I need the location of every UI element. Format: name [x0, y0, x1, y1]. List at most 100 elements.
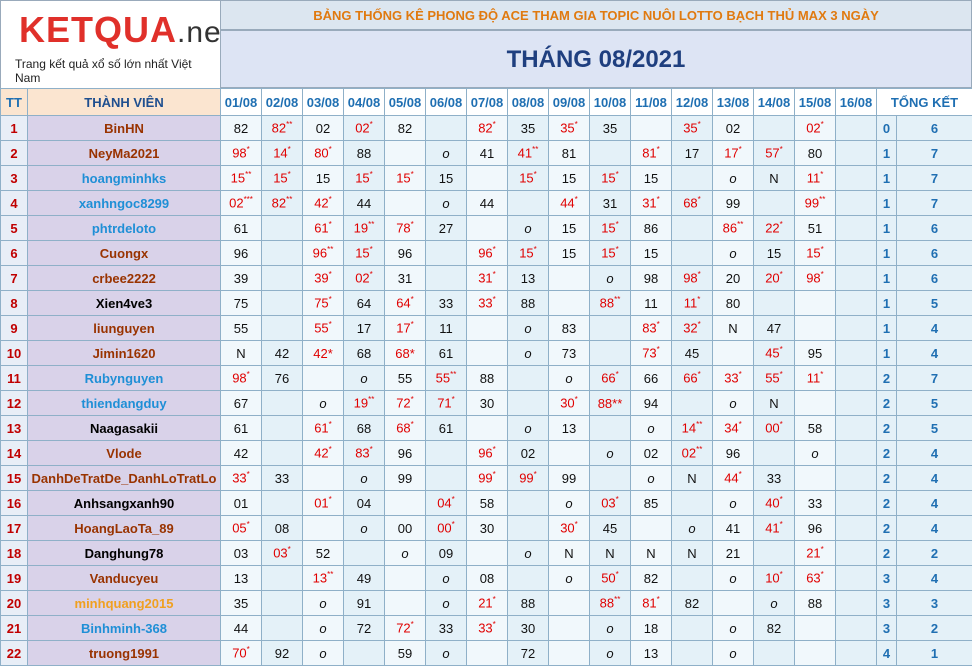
cell-text: 33 [766, 470, 782, 486]
row-number: 15 [0, 465, 28, 491]
day-cell: 86 [630, 215, 672, 241]
cell-text: 85 [643, 495, 659, 511]
total-cell: 4 [895, 565, 972, 591]
cell-number: 33 [232, 470, 247, 486]
cell-number: 15 [806, 245, 821, 261]
day-cell: 55* [753, 365, 795, 391]
cell-mark: * [369, 270, 373, 280]
day-cell: 85 [630, 490, 672, 516]
date-header: 06/08 [425, 88, 467, 116]
day-cell: 99* [507, 465, 549, 491]
cell-text: 04 [356, 495, 372, 511]
cell-number: 33 [478, 620, 493, 636]
day-cell [384, 140, 426, 166]
cell-number: 11 [806, 370, 821, 386]
cell-text: o [360, 370, 368, 386]
day-cell [753, 115, 795, 141]
day-cell: 88 [343, 140, 385, 166]
cell-text: 96 [397, 445, 413, 461]
day-cell: 72 [507, 640, 549, 666]
cell-text: 11 [644, 295, 658, 311]
member-row: 4 xanhngoc8299 02*** 82** 42* 44 o 44 44* 31 31* 68… [0, 190, 972, 216]
total-cell: 3 [876, 615, 897, 641]
day-cell [794, 390, 836, 416]
day-cell: 17 [343, 315, 385, 341]
cell-number: 81 [642, 145, 657, 161]
cell-text: 02 [520, 445, 536, 461]
day-cell: 99* [466, 465, 508, 491]
cell-number: 19 [353, 395, 369, 411]
total-cell: 1 [876, 240, 897, 266]
cell-mark: * [697, 320, 701, 330]
cell-text: 61 [438, 420, 454, 436]
day-cell [466, 640, 508, 666]
day-cell: 02*** [220, 190, 262, 216]
day-cell: 39* [302, 265, 344, 291]
cell-mark: * [615, 370, 619, 380]
total-cell: 5 [895, 290, 972, 316]
day-cell: 55* [302, 315, 344, 341]
day-cell [794, 640, 836, 666]
day-cell: 92 [261, 640, 303, 666]
member-name: xanhngoc8299 [27, 190, 221, 216]
cell-text: N [769, 170, 779, 186]
day-cell: 78* [384, 215, 426, 241]
cell-number: 70 [232, 645, 247, 661]
day-cell [548, 265, 590, 291]
date-header: 01/08 [220, 88, 262, 116]
total-cell: 4 [895, 340, 972, 366]
cell-number: 15 [273, 170, 288, 186]
cell-number: 14 [273, 145, 288, 161]
cell-number: 17 [724, 145, 739, 161]
total-cell: 1 [876, 215, 897, 241]
cell-text: N [687, 470, 697, 486]
day-cell: o [425, 140, 467, 166]
member-name: Danghung78 [27, 540, 221, 566]
day-cell: 30 [507, 615, 549, 641]
day-cell [261, 215, 303, 241]
cell-number: 40 [765, 495, 780, 511]
cell-text: o [729, 645, 737, 661]
cell-text: 96 [397, 245, 413, 261]
day-cell: 13 [220, 565, 262, 591]
member-name: Cuongx [27, 240, 221, 266]
cell-mark: * [492, 295, 496, 305]
cell-text: 68 [356, 345, 372, 361]
cell-text: o [442, 145, 450, 161]
day-cell: 15* [589, 240, 631, 266]
day-cell: 17* [712, 140, 754, 166]
cell-text: o [565, 570, 573, 586]
day-cell: 30 [466, 390, 508, 416]
member-name: DanhDeTratDe_DanhLoTratLo [27, 465, 221, 491]
cell-text: N [236, 345, 246, 361]
day-cell: 01 [220, 490, 262, 516]
cell-mark: * [779, 570, 783, 580]
cell-text: 35 [520, 120, 536, 136]
total-cell: 2 [876, 540, 897, 566]
stats-table: TT THÀNH VIÊN 01/08 02/08 03/08 04/08 05/08 06/… [0, 88, 972, 666]
cell-mark: * [615, 220, 619, 230]
day-cell: 35* [548, 115, 590, 141]
day-cell [712, 590, 754, 616]
day-cell: 96 [794, 515, 836, 541]
cell-mark: * [615, 495, 619, 505]
cell-number: 96 [312, 245, 328, 261]
cell-text: 80 [725, 295, 741, 311]
day-cell: 15 [548, 240, 590, 266]
cell-text: o [524, 545, 532, 561]
row-number: 11 [0, 365, 28, 391]
day-cell: 33* [466, 615, 508, 641]
day-cell: 31 [384, 265, 426, 291]
member-name: HoangLaoTa_89 [27, 515, 221, 541]
day-cell: 15* [794, 240, 836, 266]
day-cell: 82 [220, 115, 262, 141]
cell-mark: * [615, 170, 619, 180]
day-cell: o [425, 190, 467, 216]
cell-mark: ** [696, 420, 703, 430]
day-cell [671, 215, 713, 241]
cell-text: 99 [725, 195, 741, 211]
day-cell [548, 440, 590, 466]
member-row: 8 Xien4ve3 75 75* 64 64* 33 33* 88 88** 11 11* 80 1 5 [0, 290, 972, 316]
day-cell [302, 465, 344, 491]
day-cell: 72* [384, 390, 426, 416]
